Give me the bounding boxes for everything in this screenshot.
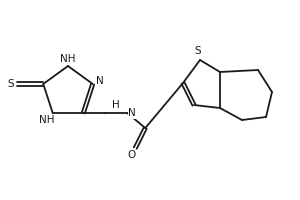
Text: S: S: [7, 79, 14, 89]
Text: S: S: [195, 46, 201, 56]
Text: H: H: [112, 100, 120, 110]
Text: O: O: [127, 150, 135, 160]
Text: NH: NH: [60, 54, 76, 64]
Text: N: N: [96, 76, 103, 86]
Text: N: N: [128, 108, 136, 118]
Text: NH: NH: [39, 115, 55, 125]
